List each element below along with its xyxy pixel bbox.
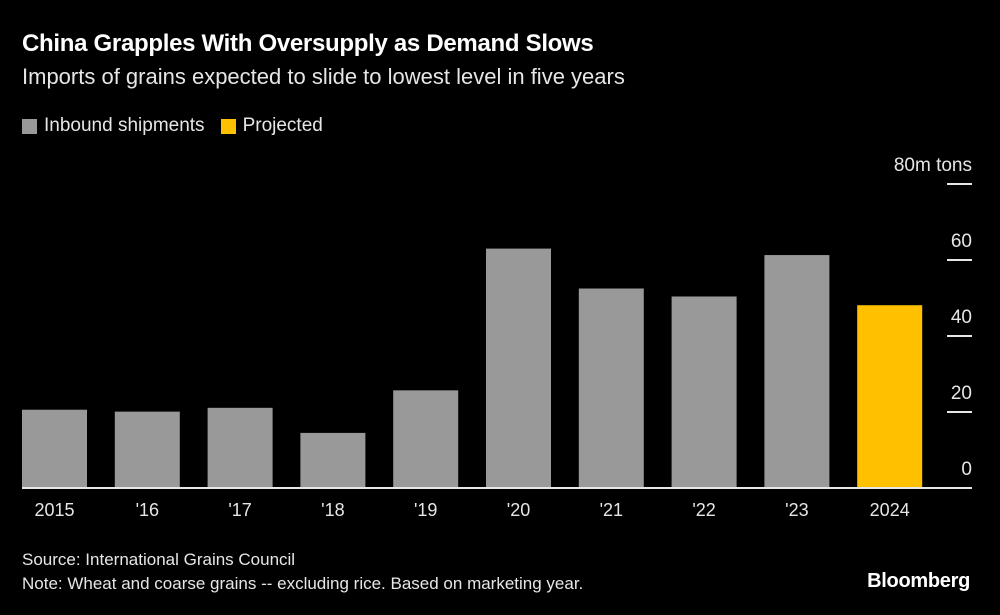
y-tick-label: 60 [951,231,972,252]
bloomberg-logo: Bloomberg [867,570,970,592]
x-tick-label: '20 [507,500,530,520]
legend-item-inbound: Inbound shipments [22,115,205,137]
bar-19 [393,390,459,488]
legend-swatch-projected [220,118,236,134]
x-tick-label: '16 [136,500,159,520]
bar-22 [671,296,737,488]
bar-16 [114,411,180,488]
legend-label-inbound: Inbound shipments [44,115,205,136]
x-tick-label: 2015 [34,500,74,520]
legend-item-projected: Projected [220,115,323,137]
x-tick-label: '23 [785,500,808,520]
y-tick-label: 80m tons [894,155,972,176]
y-tick-label: 40 [951,307,972,328]
bar-18 [300,432,366,488]
bar-2015 [22,409,87,488]
bar-21 [578,288,644,488]
x-tick-label: 2024 [870,500,910,520]
x-tick-label: '22 [692,500,715,520]
bar-2024 [857,305,923,488]
source-note: Source: International Grains Council [22,550,296,569]
x-tick-label: '18 [321,500,344,520]
legend: Inbound shipments Projected [22,115,323,137]
chart-title: China Grapples With Oversupply as Demand… [22,30,594,57]
chart-subtitle: Imports of grains expected to slide to l… [22,64,625,89]
bar-20 [486,248,551,488]
x-tick-label: '21 [600,500,623,520]
bar-17 [207,407,273,488]
footnote: Note: Wheat and coarse grains -- excludi… [22,574,584,593]
x-tick-label: '19 [414,500,437,520]
y-tick-label: 0 [961,459,972,480]
legend-swatch-inbound [22,118,37,134]
legend-label-projected: Projected [242,115,323,136]
y-tick-label: 20 [951,383,972,404]
bar-23 [764,255,830,488]
x-tick-label: '17 [228,500,251,520]
